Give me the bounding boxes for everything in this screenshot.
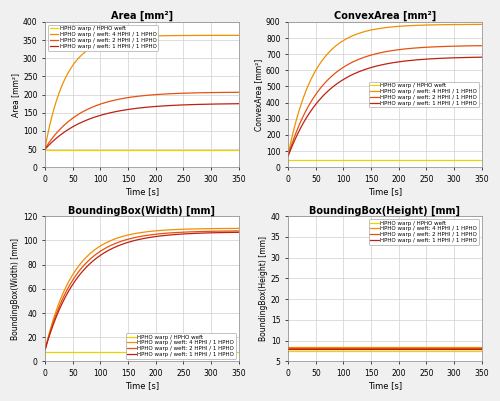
Legend: HPHO warp / HPHO weft, HPHO warp / weft: 4 HPHI / 1 HPHO, HPHO warp / weft: 2 HP: HPHO warp / HPHO weft, HPHO warp / weft:… bbox=[48, 25, 158, 51]
X-axis label: Time [s]: Time [s] bbox=[368, 186, 402, 196]
X-axis label: Time [s]: Time [s] bbox=[125, 186, 159, 196]
Y-axis label: Area [mm²]: Area [mm²] bbox=[11, 73, 20, 117]
Legend: HPHO warp / HPHO weft, HPHO warp / weft: 4 HPHI / 1 HPHO, HPHO warp / weft: 2 HP: HPHO warp / HPHO weft, HPHO warp / weft:… bbox=[126, 333, 236, 358]
Title: ConvexArea [mm²]: ConvexArea [mm²] bbox=[334, 11, 436, 21]
Title: BoundingBox(Height) [mm]: BoundingBox(Height) [mm] bbox=[310, 205, 460, 216]
Y-axis label: BoundingBox(Height) [mm]: BoundingBox(Height) [mm] bbox=[259, 236, 268, 341]
Title: BoundingBox(Width) [mm]: BoundingBox(Width) [mm] bbox=[68, 205, 216, 216]
X-axis label: Time [s]: Time [s] bbox=[368, 381, 402, 390]
Y-axis label: ConvexArea [mm²]: ConvexArea [mm²] bbox=[254, 59, 263, 131]
X-axis label: Time [s]: Time [s] bbox=[125, 381, 159, 390]
Y-axis label: BoundingBox(Width) [mm]: BoundingBox(Width) [mm] bbox=[11, 238, 20, 340]
Legend: HPHO warp / HPHO weft, HPHO warp / weft: 4 HPHI / 1 HPHO, HPHO warp / weft: 2 HP: HPHO warp / HPHO weft, HPHO warp / weft:… bbox=[368, 82, 479, 107]
Title: Area [mm²]: Area [mm²] bbox=[111, 11, 173, 21]
Legend: HPHO warp / HPHO weft, HPHO warp / weft: 4 HPHI / 1 HPHO, HPHO warp / weft: 2 HP: HPHO warp / HPHO weft, HPHO warp / weft:… bbox=[368, 219, 479, 245]
